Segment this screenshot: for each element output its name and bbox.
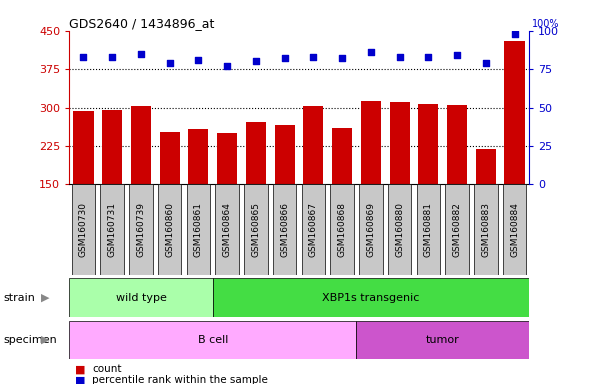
FancyBboxPatch shape xyxy=(69,278,213,317)
Text: GSM160884: GSM160884 xyxy=(510,202,519,257)
Text: GSM160739: GSM160739 xyxy=(136,202,145,257)
Bar xyxy=(131,106,151,184)
Text: percentile rank within the sample: percentile rank within the sample xyxy=(92,375,268,384)
Text: GSM160868: GSM160868 xyxy=(338,202,347,257)
Text: GSM160864: GSM160864 xyxy=(222,202,231,257)
FancyBboxPatch shape xyxy=(388,184,411,275)
FancyBboxPatch shape xyxy=(244,184,267,275)
Text: GSM160865: GSM160865 xyxy=(251,202,260,257)
Point xyxy=(366,49,376,55)
Text: XBP1s transgenic: XBP1s transgenic xyxy=(322,293,419,303)
Point xyxy=(222,63,232,69)
Text: GSM160860: GSM160860 xyxy=(165,202,174,257)
Point xyxy=(308,54,318,60)
Bar xyxy=(246,122,266,184)
Point xyxy=(194,57,203,63)
Bar xyxy=(476,149,496,184)
Text: wild type: wild type xyxy=(115,293,166,303)
Text: GSM160731: GSM160731 xyxy=(108,202,117,257)
Text: GSM160880: GSM160880 xyxy=(395,202,404,257)
Text: GSM160861: GSM160861 xyxy=(194,202,203,257)
FancyBboxPatch shape xyxy=(129,184,153,275)
Point xyxy=(395,54,404,60)
FancyBboxPatch shape xyxy=(359,184,383,275)
Point xyxy=(165,60,174,66)
FancyBboxPatch shape xyxy=(445,184,469,275)
FancyBboxPatch shape xyxy=(100,184,124,275)
FancyBboxPatch shape xyxy=(474,184,498,275)
Text: specimen: specimen xyxy=(3,335,56,345)
Point xyxy=(481,60,490,66)
Text: GSM160867: GSM160867 xyxy=(309,202,318,257)
FancyBboxPatch shape xyxy=(416,184,440,275)
Bar xyxy=(217,133,237,184)
Text: ■: ■ xyxy=(75,375,85,384)
Bar xyxy=(304,106,323,184)
FancyBboxPatch shape xyxy=(187,184,210,275)
Bar xyxy=(102,110,122,184)
Text: 100%: 100% xyxy=(532,19,560,29)
Bar xyxy=(73,111,94,184)
Point xyxy=(280,55,290,61)
Text: GDS2640 / 1434896_at: GDS2640 / 1434896_at xyxy=(69,17,215,30)
FancyBboxPatch shape xyxy=(331,184,354,275)
Text: GSM160883: GSM160883 xyxy=(481,202,490,257)
Point xyxy=(79,54,88,60)
FancyBboxPatch shape xyxy=(302,184,325,275)
Text: ■: ■ xyxy=(75,364,85,374)
Bar xyxy=(275,126,294,184)
Text: GSM160881: GSM160881 xyxy=(424,202,433,257)
FancyBboxPatch shape xyxy=(215,184,239,275)
FancyBboxPatch shape xyxy=(356,321,529,359)
FancyBboxPatch shape xyxy=(72,184,96,275)
FancyBboxPatch shape xyxy=(273,184,296,275)
Text: B cell: B cell xyxy=(198,335,228,345)
Text: GSM160882: GSM160882 xyxy=(453,202,462,257)
Point xyxy=(251,58,261,65)
Text: GSM160869: GSM160869 xyxy=(367,202,376,257)
Bar xyxy=(160,132,180,184)
FancyBboxPatch shape xyxy=(213,278,529,317)
Bar xyxy=(188,129,209,184)
Text: GSM160866: GSM160866 xyxy=(280,202,289,257)
Point xyxy=(424,54,433,60)
Text: count: count xyxy=(92,364,121,374)
Point xyxy=(108,54,117,60)
Text: GSM160730: GSM160730 xyxy=(79,202,88,257)
Text: tumor: tumor xyxy=(426,335,460,345)
Point xyxy=(136,51,146,57)
FancyBboxPatch shape xyxy=(502,184,526,275)
Text: strain: strain xyxy=(3,293,35,303)
FancyBboxPatch shape xyxy=(69,321,356,359)
Bar xyxy=(504,41,525,184)
Point xyxy=(337,55,347,61)
Text: ▶: ▶ xyxy=(41,335,49,345)
Point xyxy=(510,31,519,37)
Text: ▶: ▶ xyxy=(41,293,49,303)
Bar xyxy=(389,102,410,184)
FancyBboxPatch shape xyxy=(158,184,182,275)
Bar xyxy=(361,101,381,184)
Point xyxy=(452,52,462,58)
Bar xyxy=(332,128,352,184)
Bar xyxy=(418,104,438,184)
Bar xyxy=(447,106,467,184)
